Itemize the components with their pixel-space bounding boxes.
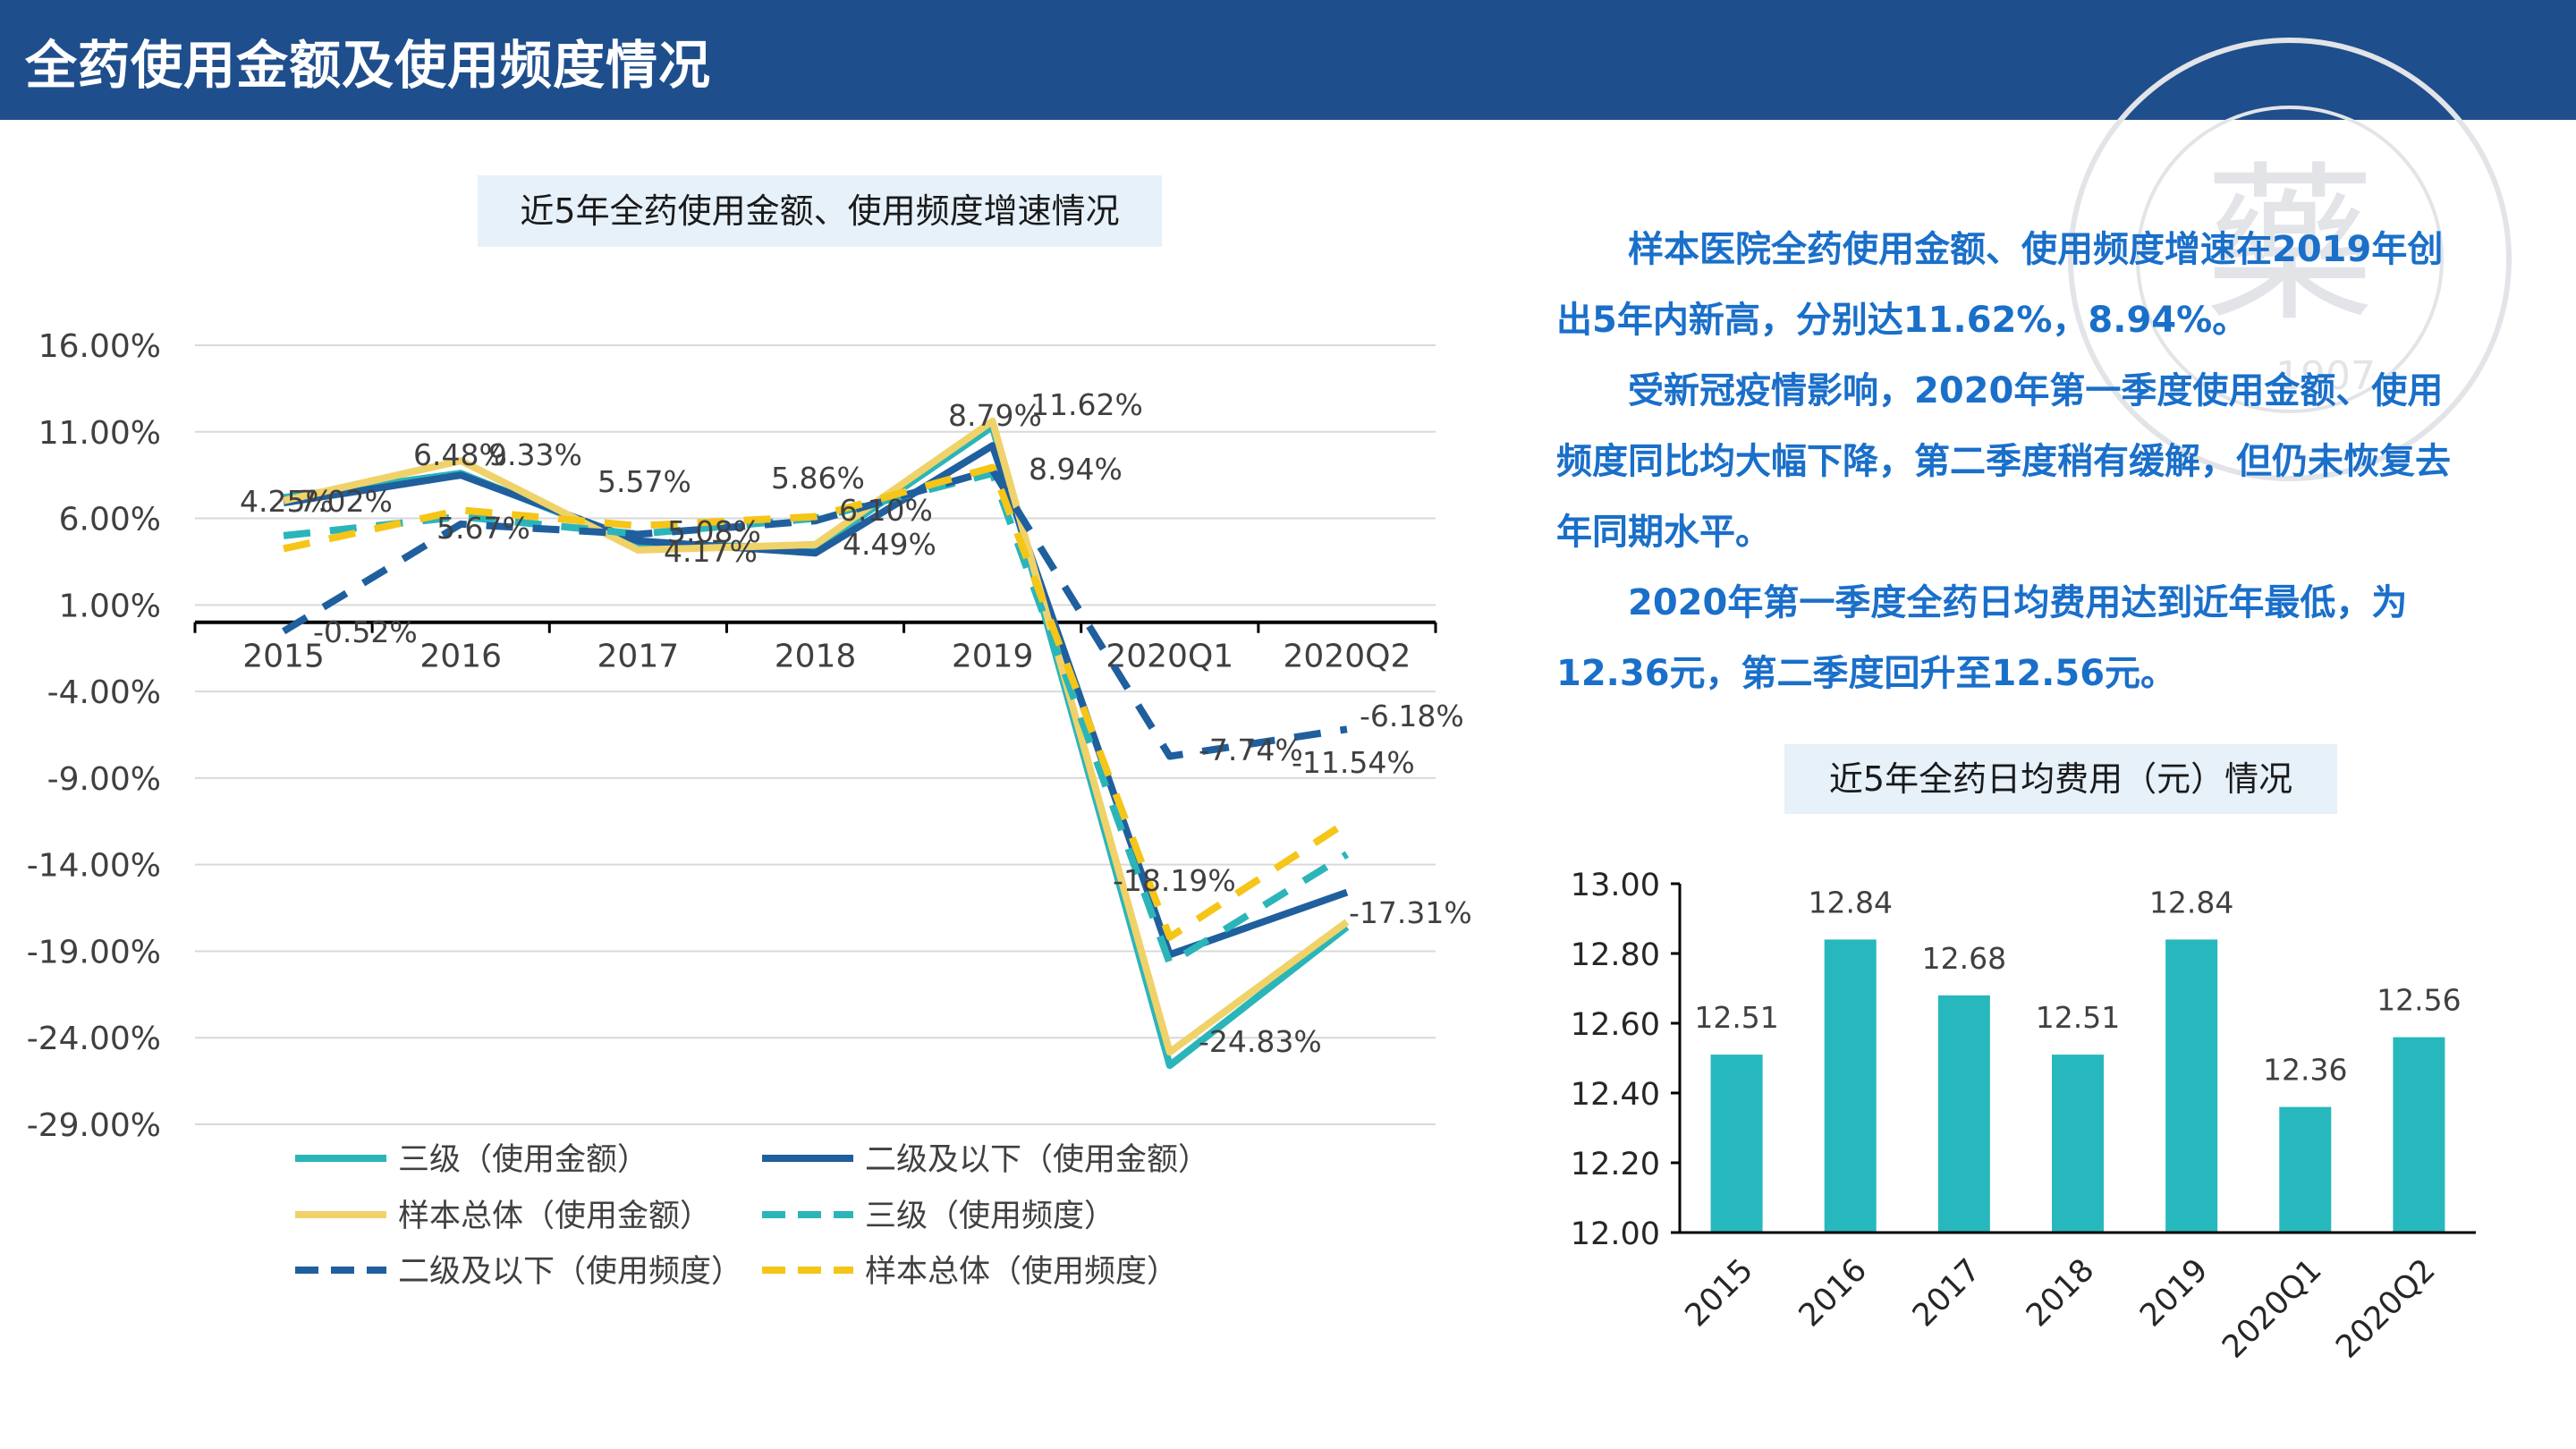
- legend-label: 二级及以下（使用频度）: [398, 1254, 742, 1290]
- bar-value-label: 12.84: [2149, 885, 2233, 919]
- x-tick-label: 2020Q1: [1106, 639, 1233, 675]
- y-tick-label: 12.40: [1571, 1077, 1660, 1113]
- data-label: 4.49%: [843, 527, 936, 562]
- y-tick-label: -19.00%: [27, 934, 161, 970]
- data-label: 4.17%: [664, 534, 758, 569]
- bar-value-label: 12.51: [1694, 1000, 1778, 1035]
- legend-label: 三级（使用频度）: [865, 1199, 1115, 1234]
- x-tick-label: 2020Q2: [2329, 1252, 2442, 1365]
- x-tick-label: 2018: [775, 639, 857, 675]
- series-line-6: [283, 463, 1350, 941]
- x-tick-label: 2019: [952, 639, 1034, 675]
- x-tick-label: 2018: [2020, 1252, 2101, 1334]
- y-tick-label: 1.00%: [59, 588, 161, 624]
- y-tick-label: 13.00: [1571, 868, 1660, 903]
- bar: [2052, 1055, 2104, 1233]
- bar: [2165, 939, 2218, 1233]
- bar: [1710, 1055, 1763, 1233]
- bar-value-label: 12.84: [1808, 885, 1892, 919]
- data-label: -6.18%: [1360, 699, 1464, 733]
- data-label: -17.31%: [1349, 895, 1472, 930]
- bar-chart-title: 近5年全药日均费用（元）情况: [1784, 744, 2337, 814]
- x-tick-label: 2020Q1: [2216, 1252, 2328, 1365]
- seal-year: 1907: [2275, 353, 2376, 399]
- y-tick-label: -24.00%: [27, 1021, 161, 1057]
- legend-label: 样本总体（使用频度）: [865, 1254, 1178, 1290]
- y-tick-label: -4.00%: [47, 674, 161, 711]
- y-tick-label: 16.00%: [38, 328, 161, 365]
- x-tick-label: 2016: [1792, 1252, 1874, 1334]
- summary-paragraph-1: 样本医院全药使用金额、使用频度增速在2019年创出5年内新高，分别达11.62%…: [1556, 229, 2444, 341]
- y-tick-label: -14.00%: [27, 848, 161, 885]
- x-tick-label: 2015: [242, 639, 325, 675]
- legend-label: 三级（使用金额）: [398, 1142, 648, 1178]
- series-line-5: [282, 466, 1348, 760]
- y-tick-label: 12.80: [1571, 937, 1660, 973]
- data-label: -7.74%: [1199, 733, 1303, 767]
- data-label: -18.19%: [1113, 863, 1236, 898]
- y-tick-label: -9.00%: [47, 761, 161, 798]
- growth-line-chart: 16.00% 11.00% 6.00% 1.00% -4.00% -9.00% -14.00…: [27, 328, 1472, 1290]
- bar-value-label: 12.36: [2263, 1053, 2347, 1088]
- data-label: 6.48%: [413, 437, 507, 472]
- x-tick-label: 2015: [1679, 1252, 1760, 1334]
- y-tick-label: 6.00%: [59, 502, 161, 538]
- data-label: 8.94%: [1029, 452, 1123, 487]
- data-label: -24.83%: [1199, 1024, 1322, 1059]
- series-line-3: [283, 417, 1350, 1056]
- data-label: 5.08%: [667, 514, 761, 549]
- line-chart-title: 近5年全药使用金额、使用频度增速情况: [478, 175, 1162, 247]
- data-label: 6.10%: [839, 493, 933, 528]
- y-tick-label: -29.00%: [27, 1107, 161, 1144]
- data-label: 9.33%: [488, 437, 582, 472]
- x-tick-label: 2017: [597, 639, 680, 675]
- summary-text: 样本医院全药使用金额、使用频度增速在2019年创出5年内新高，分别达11.62%…: [1556, 215, 2478, 709]
- legend-label: 二级及以下（使用金额）: [865, 1142, 1209, 1178]
- bar: [2279, 1106, 2332, 1233]
- bar-value-label: 12.68: [1922, 941, 2006, 976]
- data-label: 8.79%: [948, 398, 1042, 433]
- legend-label: 样本总体（使用金额）: [398, 1199, 711, 1234]
- summary-paragraph-3: 2020年第一季度全药日均费用达到近年最低，为12.36元，第二季度回升至12.…: [1556, 582, 2408, 694]
- daily-cost-bar-chart: 13.00 12.80 12.60 12.40 12.20 12.00 12.51 2015 1…: [1571, 868, 2476, 1366]
- y-tick-label: 12.00: [1571, 1216, 1660, 1252]
- seal-glyph: 藥: [2205, 147, 2375, 344]
- association-seal-watermark: 藥 1907: [2068, 38, 2512, 481]
- bar: [2393, 1037, 2445, 1233]
- bar: [1824, 939, 1877, 1233]
- header-bar: 全药使用金额及使用频度情况: [0, 0, 2576, 120]
- y-tick-label: 11.00%: [38, 415, 161, 452]
- bar-value-label: 12.56: [2377, 983, 2461, 1018]
- data-label: 5.57%: [597, 464, 691, 499]
- summary-paragraph-2: 受新冠疫情影响，2020年第一季度使用金额、使用频度同比均大幅下降，第二季度稍有…: [1556, 370, 2451, 553]
- page-title: 全药使用金额及使用频度情况: [25, 35, 712, 96]
- x-tick-label: 2020Q2: [1283, 639, 1411, 675]
- bar: [1937, 995, 1990, 1233]
- data-label: 4.25%: [240, 484, 334, 519]
- bar-value-label: 12.51: [2036, 1000, 2120, 1035]
- x-tick-label: 2019: [2133, 1252, 2215, 1334]
- x-tick-label: 2016: [419, 639, 502, 675]
- data-label: 7.02%: [299, 484, 393, 519]
- data-label: 5.67%: [436, 511, 530, 546]
- data-label: -0.52%: [313, 614, 418, 649]
- data-label: 5.86%: [771, 461, 865, 496]
- x-tick-label: 2017: [1906, 1252, 1987, 1334]
- y-tick-label: 12.60: [1571, 1007, 1660, 1043]
- data-label: -11.54%: [1292, 745, 1415, 780]
- y-tick-label: 12.20: [1571, 1147, 1660, 1182]
- data-label: 11.62%: [1030, 387, 1143, 422]
